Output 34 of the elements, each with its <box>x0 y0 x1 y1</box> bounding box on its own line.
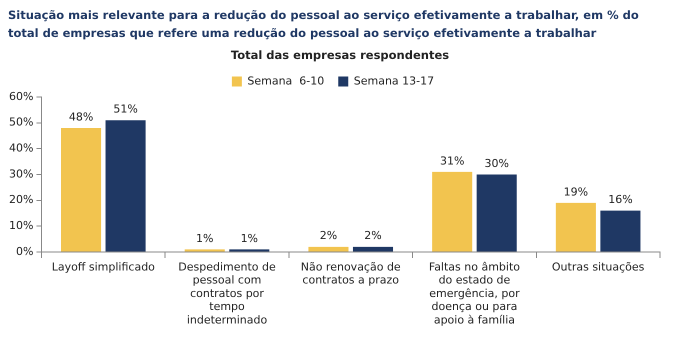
bar <box>432 172 472 252</box>
y-tick-label: 10% <box>8 219 34 232</box>
data-label: 30% <box>484 156 509 170</box>
bar <box>106 120 146 252</box>
data-label: 1% <box>196 232 214 245</box>
data-label: 19% <box>564 185 588 198</box>
y-tick-label: 0% <box>16 244 34 258</box>
chart-title: Situação mais relevante para a redução do pessoal ao serviço efetivamente a trabalhar, em % do total de empresas que refere uma redução do pessoal ao serviço efetivamente a trabalhar <box>7 7 640 42</box>
legend-label: Semana 13-17 <box>354 74 434 88</box>
y-tick-label: 30% <box>8 167 34 180</box>
x-tick-label: Faltas no âmbito do estado de emergência, por doença ou para apoio à família <box>428 260 520 326</box>
bar <box>352 246 394 252</box>
data-label: 48% <box>68 110 94 124</box>
bar <box>476 174 517 252</box>
data-label: 31% <box>440 154 464 168</box>
bar <box>556 202 596 252</box>
y-tick-label: 50% <box>8 116 34 129</box>
y-tick-label: 60% <box>8 90 34 103</box>
x-tick-label: Outras situações <box>552 260 645 274</box>
data-label: 2% <box>364 229 382 242</box>
data-label: 2% <box>320 229 338 242</box>
x-tick-label: Não renovação de contratos a prazo <box>300 260 401 287</box>
data-label: 51% <box>113 102 138 116</box>
chart-subtitle: Total das empresas respondentes <box>230 48 450 62</box>
bar <box>308 246 348 252</box>
x-tick-label: Despedimento de pessoal com contratos por tempo indeterminado <box>178 260 276 326</box>
y-tick-label: 40% <box>8 142 34 155</box>
data-label: 16% <box>608 193 633 206</box>
bar <box>60 128 102 252</box>
bar <box>600 210 640 252</box>
data-label: 1% <box>240 232 258 245</box>
y-tick-label: 20% <box>8 193 34 206</box>
x-tick-label: Layoff simplificado <box>52 260 156 274</box>
legend-label: Semana 6-10 <box>247 74 324 88</box>
